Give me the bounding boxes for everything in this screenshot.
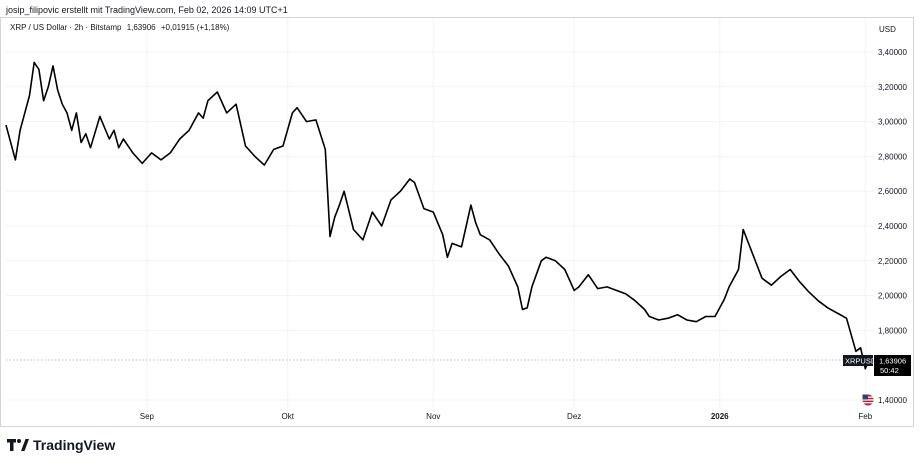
x-tick-label: Sep xyxy=(140,412,155,421)
price-tag-symbol: XRPUSD xyxy=(845,357,877,366)
currency-label: USD xyxy=(879,25,896,34)
y-tick-label: 2,60000 xyxy=(878,187,907,196)
tradingview-logo[interactable]: TradingView xyxy=(7,437,115,453)
x-tick-label: Dez xyxy=(567,412,581,421)
price-series-line xyxy=(5,61,871,370)
x-tick-label: Nov xyxy=(426,412,440,421)
legend-last-price: 1,63906 xyxy=(126,23,156,32)
x-tick-label: 2026 xyxy=(711,412,729,421)
y-tick-label: 1,40000 xyxy=(878,396,907,405)
brand-name: TradingView xyxy=(33,437,116,453)
tradingview-mark-icon xyxy=(7,439,29,451)
y-tick-label: 1,80000 xyxy=(878,326,907,335)
price-tag-price: 1,63906 xyxy=(879,357,906,366)
chart-attribution: josip_filipovic erstellt mit TradingView… xyxy=(6,5,288,15)
time-axis[interactable]: Sep Okt Nov Dez 2026 Feb xyxy=(140,412,873,421)
chart-frame xyxy=(0,17,914,427)
y-tick-label: 2,20000 xyxy=(878,257,907,266)
legend-change: +0,01915 (+1,18%) xyxy=(160,23,230,32)
y-tick-label: 2,80000 xyxy=(878,152,907,161)
price-tag-countdown: 50:42 xyxy=(880,366,899,375)
symbol-legend[interactable]: XRP / US Dollar · 2h · Bitstamp 1,63906 … xyxy=(10,23,232,32)
y-tick-label: 3,20000 xyxy=(878,83,907,92)
y-tick-label: 3,00000 xyxy=(878,118,907,127)
x-tick-label: Feb xyxy=(858,412,872,421)
legend-symbol: XRP / US Dollar · 2h · Bitstamp xyxy=(10,23,122,32)
y-tick-label: 3,40000 xyxy=(878,48,907,57)
price-axis[interactable]: 1,40000 1,80000 2,00000 2,20000 2,40000 2,600… xyxy=(878,48,907,405)
y-tick-label: 2,40000 xyxy=(878,222,907,231)
y-tick-label: 2,00000 xyxy=(878,292,907,301)
x-tick-label: Okt xyxy=(282,412,295,421)
us-flag-icon xyxy=(862,394,874,406)
price-tag: XRPUSD 1,63906 50:42 xyxy=(843,355,911,376)
grid xyxy=(6,18,874,408)
